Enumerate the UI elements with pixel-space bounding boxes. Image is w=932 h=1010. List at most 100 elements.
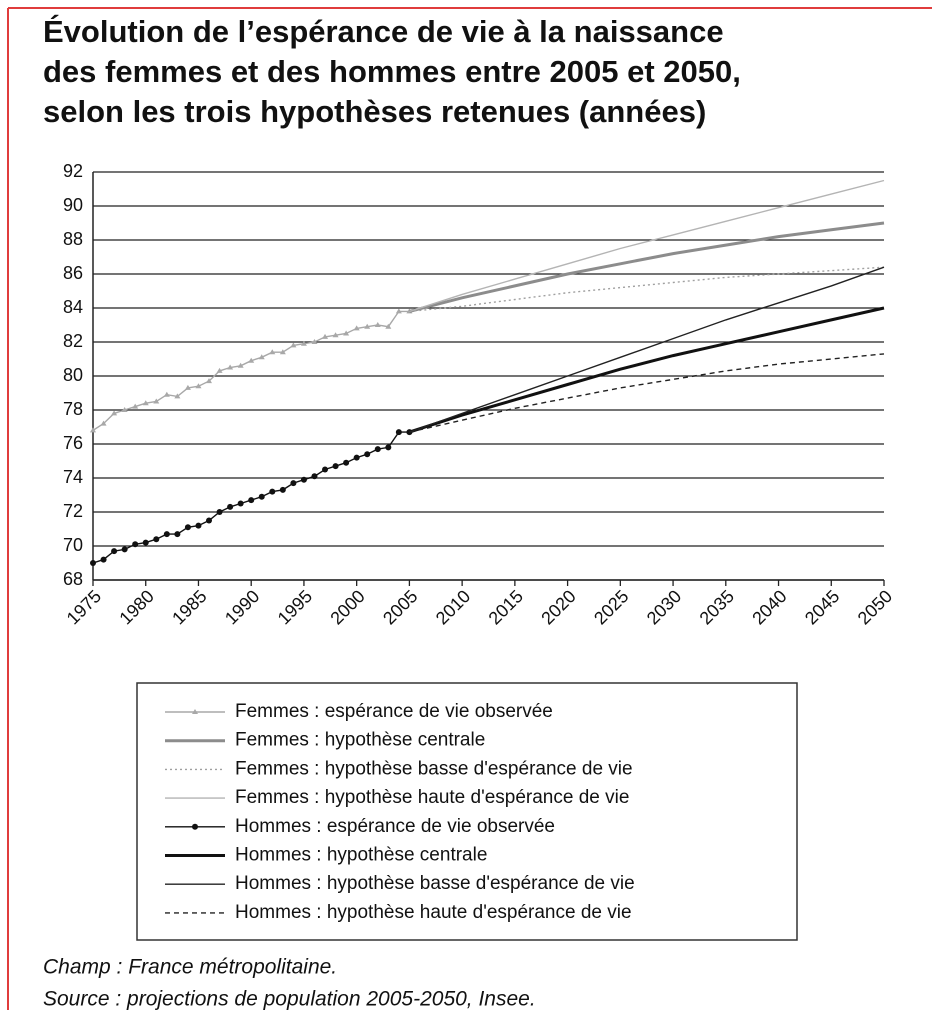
x-tick-label: 2015 bbox=[485, 586, 527, 628]
point bbox=[343, 459, 350, 466]
point bbox=[216, 509, 223, 515]
point bbox=[385, 444, 392, 451]
x-tick-label: 2040 bbox=[748, 586, 790, 628]
point bbox=[153, 536, 160, 543]
y-tick-label: 92 bbox=[63, 161, 83, 181]
point bbox=[322, 333, 329, 339]
point bbox=[153, 398, 160, 404]
point bbox=[121, 407, 128, 412]
x-tick-label: 2030 bbox=[643, 586, 685, 628]
point bbox=[237, 500, 244, 507]
point bbox=[322, 466, 329, 473]
point bbox=[332, 463, 339, 470]
point bbox=[353, 325, 360, 331]
point bbox=[279, 486, 286, 493]
point bbox=[343, 330, 350, 336]
point bbox=[90, 560, 96, 566]
note: Champ : France métropolitaine. bbox=[43, 956, 337, 979]
point bbox=[290, 342, 297, 348]
point bbox=[395, 308, 402, 314]
point bbox=[206, 378, 213, 384]
point bbox=[132, 541, 139, 548]
x-tick-label: 2000 bbox=[326, 586, 368, 628]
y-tick-label: 90 bbox=[63, 195, 83, 215]
y-tick-label: 70 bbox=[63, 535, 83, 555]
x-tick-label: 2005 bbox=[379, 586, 421, 628]
legend-box bbox=[136, 682, 798, 941]
x-tick-label: 2035 bbox=[696, 586, 738, 628]
chart-title: des femmes et des hommes entre 2005 et 2… bbox=[43, 54, 741, 89]
series-line bbox=[409, 353, 885, 433]
point bbox=[142, 539, 149, 546]
point bbox=[216, 367, 223, 373]
point bbox=[227, 364, 234, 370]
point bbox=[163, 391, 170, 397]
point bbox=[279, 349, 286, 355]
point bbox=[195, 383, 202, 389]
point bbox=[174, 531, 181, 538]
x-tick-label: 1995 bbox=[274, 586, 316, 628]
y-tick-label: 74 bbox=[63, 467, 83, 487]
point bbox=[311, 473, 318, 480]
point bbox=[269, 349, 276, 355]
point bbox=[248, 497, 255, 504]
point bbox=[195, 522, 202, 529]
point bbox=[206, 517, 213, 524]
legend-label: Hommes : espérance de vie observée bbox=[235, 816, 555, 837]
point bbox=[258, 493, 265, 500]
y-tick-label: 86 bbox=[63, 263, 83, 283]
point bbox=[142, 400, 149, 406]
point bbox=[184, 384, 191, 390]
point bbox=[269, 488, 276, 495]
x-tick-label: 1990 bbox=[221, 586, 263, 628]
x-tick-label: 2025 bbox=[590, 586, 632, 628]
point bbox=[300, 476, 307, 483]
point bbox=[111, 410, 118, 416]
chart-title: selon les trois hypothèses retenues (ann… bbox=[43, 94, 706, 129]
point bbox=[174, 393, 181, 399]
y-tick-label: 82 bbox=[63, 331, 83, 351]
point bbox=[300, 340, 307, 346]
point bbox=[311, 339, 318, 344]
legend-label: Hommes : hypothèse basse d'espérance de … bbox=[235, 873, 635, 894]
point bbox=[374, 446, 381, 453]
point bbox=[237, 362, 244, 368]
y-tick-label: 80 bbox=[63, 365, 83, 385]
y-tick-label: 84 bbox=[63, 297, 83, 317]
x-tick-label: 2045 bbox=[801, 586, 843, 628]
y-tick-label: 76 bbox=[63, 433, 83, 453]
legend-label: Femmes : hypothèse haute d'espérance de … bbox=[235, 787, 629, 808]
point bbox=[290, 480, 297, 487]
point bbox=[121, 546, 128, 553]
x-tick-label: 2050 bbox=[854, 586, 896, 628]
x-tick-label: 2020 bbox=[537, 586, 579, 628]
point bbox=[111, 548, 118, 555]
legend-label: Femmes : espérance de vie observée bbox=[235, 701, 553, 722]
note: Source : projections de population 2005-… bbox=[43, 988, 536, 1010]
y-tick-label: 88 bbox=[63, 229, 83, 249]
point bbox=[100, 420, 107, 426]
point bbox=[364, 323, 371, 329]
point bbox=[353, 454, 360, 461]
chart-title: Évolution de l’espérance de vie à la nai… bbox=[43, 14, 724, 49]
legend-label: Hommes : hypothèse centrale bbox=[235, 845, 487, 866]
y-tick-label: 78 bbox=[63, 399, 83, 419]
series-line bbox=[409, 266, 885, 433]
point bbox=[332, 332, 339, 338]
x-tick-label: 1980 bbox=[115, 586, 157, 628]
legend-label: Femmes : hypothèse centrale bbox=[235, 730, 485, 751]
y-tick-label: 72 bbox=[63, 501, 83, 521]
point bbox=[192, 709, 198, 714]
point bbox=[258, 354, 265, 360]
y-tick-label: 68 bbox=[63, 569, 83, 589]
series-line bbox=[409, 221, 885, 313]
series-line bbox=[408, 306, 885, 434]
point bbox=[364, 451, 371, 458]
point bbox=[192, 823, 198, 830]
point bbox=[248, 357, 255, 363]
point bbox=[184, 524, 191, 531]
series-line bbox=[409, 179, 885, 313]
point bbox=[132, 403, 139, 409]
point bbox=[385, 323, 392, 329]
